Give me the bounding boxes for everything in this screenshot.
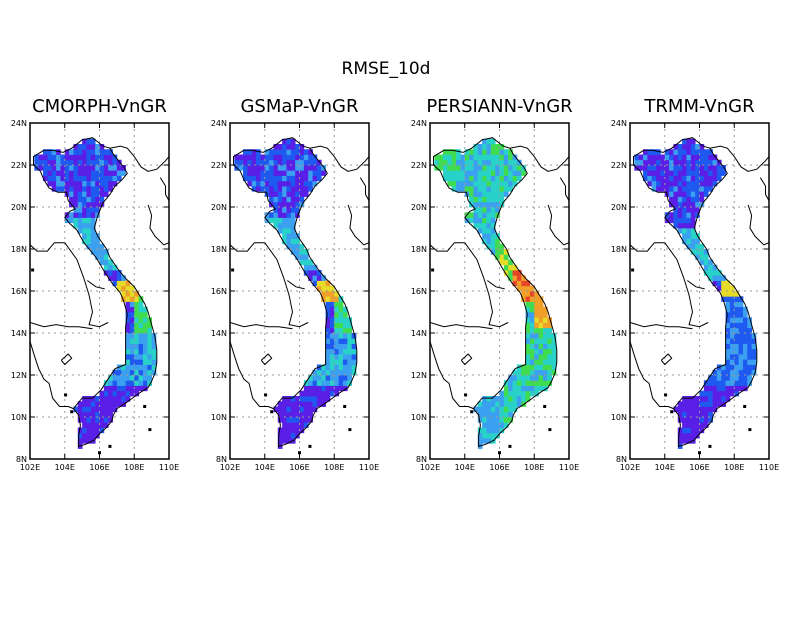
graticule	[30, 123, 169, 459]
x-tick-label: 106E	[289, 463, 309, 472]
coastlines	[430, 137, 569, 455]
map-panel-1: CMORPH-VnGR 102E 104E 106E 108E 110E 24N 22N 20N…	[11, 96, 179, 472]
axis-labels: 102E 104E 106E 108E 110E 24N 22N 20N 18N 16N 14N 12…	[411, 119, 579, 472]
y-tick-label: 8N	[216, 455, 227, 464]
y-tick-label: 14N	[411, 329, 427, 338]
x-tick-label: 110E	[359, 463, 379, 472]
y-tick-label: 20N	[411, 203, 427, 212]
y-tick-label: 14N	[211, 329, 227, 338]
x-tick-label: 104E	[655, 463, 675, 472]
y-tick-label: 10N	[411, 413, 427, 422]
graticule	[630, 123, 769, 459]
x-tick-label: 104E	[55, 463, 75, 472]
axis-labels: 102E 104E 106E 108E 110E 24N 22N 20N 18N 16N 14N 12…	[611, 119, 779, 472]
x-tick-label: 104E	[455, 463, 475, 472]
panel-title: CMORPH-VnGR	[32, 96, 167, 117]
x-tick-label: 106E	[89, 463, 109, 472]
panel-title: TRMM-VnGR	[643, 96, 754, 117]
x-tick-label: 110E	[159, 463, 179, 472]
graticule	[230, 123, 369, 459]
panel-title: GSMaP-VnGR	[240, 96, 358, 117]
y-tick-label: 8N	[416, 455, 427, 464]
axis-labels: 102E 104E 106E 108E 110E 24N 22N 20N 18N 16N 14N 12…	[211, 119, 379, 472]
y-tick-label: 16N	[411, 287, 427, 296]
y-tick-label: 12N	[11, 371, 27, 380]
coastlines	[230, 137, 369, 455]
y-tick-label: 22N	[411, 161, 427, 170]
x-tick-label: 106E	[689, 463, 709, 472]
y-tick-label: 18N	[611, 245, 627, 254]
rmse-grid-cells	[634, 138, 757, 449]
y-tick-label: 24N	[411, 119, 427, 128]
figure-title: RMSE_10d	[342, 59, 431, 79]
y-tick-label: 14N	[11, 329, 27, 338]
graticule	[430, 123, 569, 459]
y-tick-label: 16N	[11, 287, 27, 296]
coastlines	[30, 137, 169, 455]
x-tick-label: 102E	[420, 463, 440, 472]
y-tick-label: 22N	[211, 161, 227, 170]
axis-labels: 102E 104E 106E 108E 110E 24N 22N 20N 18N 16N 14N 12…	[11, 119, 179, 472]
y-tick-label: 16N	[211, 287, 227, 296]
y-tick-label: 10N	[211, 413, 227, 422]
y-tick-label: 18N	[411, 245, 427, 254]
x-tick-label: 106E	[489, 463, 509, 472]
y-tick-label: 12N	[611, 371, 627, 380]
y-tick-label: 10N	[611, 413, 627, 422]
y-tick-label: 18N	[211, 245, 227, 254]
x-tick-label: 102E	[20, 463, 40, 472]
y-tick-label: 12N	[411, 371, 427, 380]
y-tick-label: 12N	[211, 371, 227, 380]
x-tick-label: 102E	[220, 463, 240, 472]
y-tick-label: 18N	[11, 245, 27, 254]
rmse-grid-cells	[34, 138, 157, 449]
y-tick-label: 20N	[611, 203, 627, 212]
y-tick-label: 16N	[611, 287, 627, 296]
y-tick-label: 24N	[11, 119, 27, 128]
x-tick-label: 108E	[524, 463, 544, 472]
coastlines	[630, 137, 769, 455]
map-panel-4: TRMM-VnGR 102E 104E 106E 108E 110E 24N 22N 20N 18…	[611, 96, 779, 472]
x-tick-label: 108E	[124, 463, 144, 472]
y-tick-label: 22N	[611, 161, 627, 170]
x-tick-label: 110E	[759, 463, 779, 472]
y-tick-label: 20N	[211, 203, 227, 212]
y-tick-label: 24N	[611, 119, 627, 128]
rmse-grid-cells	[234, 138, 357, 449]
y-tick-label: 22N	[11, 161, 27, 170]
y-tick-label: 8N	[16, 455, 27, 464]
rmse-grid-cells	[434, 138, 557, 449]
x-tick-label: 110E	[559, 463, 579, 472]
y-tick-label: 24N	[211, 119, 227, 128]
panels-container: CMORPH-VnGR 102E 104E 106E 108E 110E 24N 22N 20N…	[11, 96, 779, 472]
panel-title: PERSIANN-VnGR	[426, 96, 572, 117]
y-tick-label: 10N	[11, 413, 27, 422]
x-tick-label: 102E	[620, 463, 640, 472]
y-tick-label: 20N	[11, 203, 27, 212]
y-tick-label: 14N	[611, 329, 627, 338]
x-tick-label: 108E	[324, 463, 344, 472]
y-tick-label: 8N	[616, 455, 627, 464]
map-panel-3: PERSIANN-VnGR 102E 104E 106E 108E 110E 24N 22N 2…	[411, 96, 579, 472]
x-tick-label: 104E	[255, 463, 275, 472]
x-tick-label: 108E	[724, 463, 744, 472]
